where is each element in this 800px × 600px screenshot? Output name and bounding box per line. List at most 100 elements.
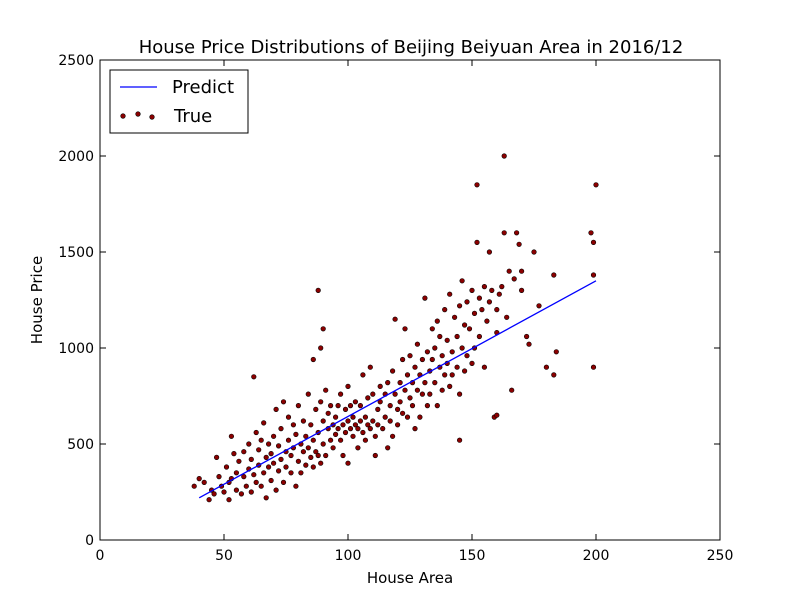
true-point-111: [347, 403, 354, 409]
true-point-232: [516, 241, 522, 247]
true-point-129: [370, 391, 376, 397]
true-point-149: [397, 380, 403, 386]
true-point-130: [372, 433, 378, 439]
true-point-15: [231, 451, 237, 457]
x-axis-label: House Area: [367, 569, 453, 587]
true-point-101: [338, 437, 344, 443]
true-point-198: [459, 345, 465, 351]
true-point-81: [315, 287, 321, 294]
true-point-119: [357, 403, 364, 409]
true-point-202: [464, 299, 470, 305]
y-tick-label-0: 0: [85, 533, 94, 549]
true-point-41: [268, 477, 274, 484]
x-tick-label-2: 100: [335, 548, 362, 564]
true-point-112: [350, 433, 356, 439]
true-point-178: [432, 380, 438, 386]
true-point-87: [320, 441, 326, 447]
true-point-247: [593, 182, 599, 188]
true-point-230: [511, 276, 517, 282]
true-point-13: [228, 433, 234, 439]
true-point-126: [367, 426, 373, 432]
true-point-200: [462, 322, 468, 328]
true-point-72: [305, 445, 311, 451]
true-point-47: [276, 468, 282, 474]
true-point-88: [320, 326, 326, 332]
true-point-164: [414, 387, 421, 393]
true-point-20: [241, 474, 247, 480]
true-point-33: [258, 483, 264, 489]
true-point-184: [439, 353, 445, 359]
true-point-52: [280, 399, 287, 405]
true-point-90: [323, 452, 329, 459]
true-point-100: [335, 403, 341, 409]
true-point-38: [263, 495, 269, 501]
true-point-151: [400, 356, 406, 363]
y-tick-label-5: 2500: [58, 53, 94, 69]
true-point-118: [357, 418, 364, 424]
true-point-227: [504, 314, 510, 320]
true-point-203: [464, 353, 470, 359]
true-point-194: [454, 333, 460, 340]
true-point-25: [248, 489, 254, 495]
true-point-132: [375, 406, 381, 413]
true-point-136: [380, 426, 386, 432]
true-point-125: [365, 395, 371, 401]
true-point-39: [266, 464, 272, 470]
true-point-57: [288, 470, 294, 476]
true-point-2: [201, 479, 207, 486]
true-point-6: [214, 454, 220, 461]
true-point-176: [429, 356, 435, 363]
true-point-246: [590, 364, 597, 370]
true-point-143: [390, 433, 396, 439]
true-point-9: [221, 489, 227, 495]
true-point-16: [233, 487, 239, 493]
true-point-103: [340, 422, 346, 428]
true-point-19: [238, 491, 244, 497]
true-point-167: [419, 356, 426, 363]
true-point-131: [372, 452, 378, 459]
true-point-17: [233, 470, 239, 476]
true-point-3: [206, 497, 212, 503]
true-point-138: [382, 414, 388, 420]
true-point-180: [434, 403, 440, 409]
true-point-59: [290, 422, 297, 428]
true-point-66: [298, 470, 304, 476]
true-point-92: [325, 410, 331, 416]
true-point-56: [285, 414, 292, 420]
true-point-195: [454, 364, 460, 370]
true-point-142: [387, 403, 393, 409]
true-point-44: [271, 460, 277, 466]
true-point-62: [293, 431, 299, 438]
axes-frame: [99, 59, 721, 541]
true-point-71: [305, 391, 311, 397]
legend-true-label: True: [173, 106, 212, 127]
true-point-29: [253, 479, 259, 486]
true-point-192: [449, 372, 455, 378]
true-point-241: [551, 272, 557, 278]
true-point-177: [432, 345, 438, 351]
true-point-237: [531, 249, 537, 255]
y-tick-label-4: 2000: [58, 149, 94, 165]
true-point-70: [303, 433, 309, 439]
true-point-218: [486, 249, 493, 255]
true-point-182: [437, 333, 443, 340]
true-point-42: [268, 451, 274, 457]
legend-true-marker-1: [120, 113, 126, 119]
true-point-127: [367, 364, 373, 370]
y-tick-label-2: 1000: [58, 341, 94, 357]
true-point-18: [236, 458, 242, 464]
true-point-193: [452, 314, 458, 320]
true-point-93: [328, 437, 334, 443]
true-point-175: [429, 326, 435, 332]
true-point-147: [395, 406, 401, 413]
true-point-153: [402, 387, 408, 393]
y-tick-label-3: 1500: [58, 245, 94, 261]
true-point-213: [479, 307, 485, 313]
true-point-7: [216, 474, 222, 480]
true-point-187: [444, 337, 450, 343]
true-point-128: [370, 418, 376, 424]
true-point-107: [345, 418, 351, 424]
true-point-97: [333, 414, 339, 420]
true-point-63: [295, 458, 302, 464]
true-point-234: [518, 287, 525, 294]
